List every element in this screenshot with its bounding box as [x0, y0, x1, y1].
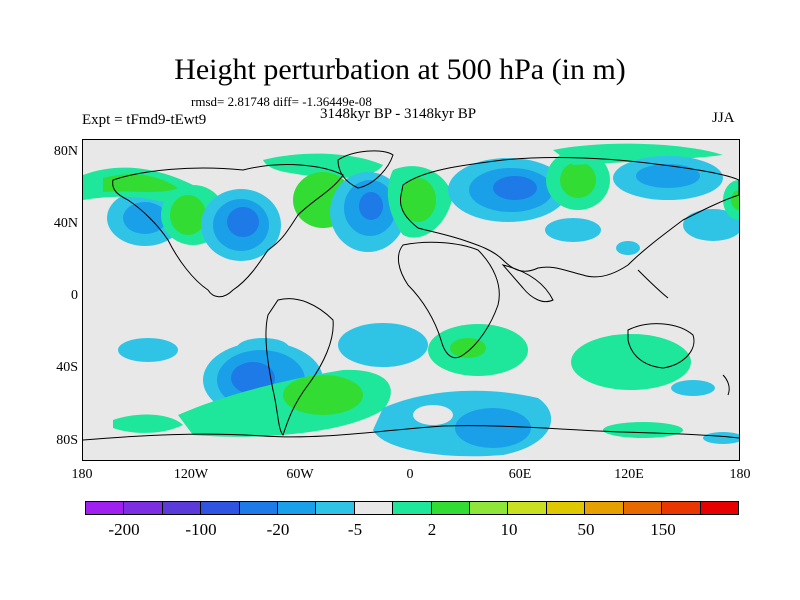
x-tick-60e: 60E [508, 467, 532, 482]
colorbar-swatch [585, 502, 624, 514]
y-tick-0: 0 [71, 288, 78, 303]
colorbar [85, 501, 739, 515]
colorbar-swatch [162, 502, 202, 514]
map-title: Height perturbation at 500 hPa (in m) [174, 53, 626, 86]
colorbar-swatch [354, 502, 394, 514]
colorbar-swatch [278, 502, 317, 514]
x-tick-180w: 180 [71, 467, 93, 482]
colorbar-swatch [124, 502, 163, 514]
colorbar-label: -200 [108, 520, 140, 539]
colorbar-swatch [393, 502, 432, 514]
colorbar-swatch [623, 502, 663, 514]
colorbar-swatch [546, 502, 586, 514]
contour-map [83, 143, 739, 457]
colorbar-swatch [700, 502, 738, 514]
colorbar-label: 10 [500, 520, 518, 539]
colorbar-label: 150 [650, 520, 676, 539]
colorbar-swatch [508, 502, 547, 514]
y-tick-80n: 80N [53, 144, 78, 159]
colorbar-swatch [86, 502, 125, 514]
experiment-label: Expt = tFmd9-tEwt9 [82, 112, 207, 128]
x-tick-120e: 120E [614, 467, 644, 482]
coastlines [83, 150, 739, 441]
rmsd-stats: rmsd= 2.81748 diff= -1.36449e-08 [191, 94, 372, 109]
season-label: JJA [712, 110, 735, 126]
colorbar-swatch [239, 502, 279, 514]
anomaly-fields [83, 143, 739, 457]
x-tick-60w: 60W [286, 467, 314, 482]
colorbar-swatch [662, 502, 701, 514]
colorbar-swatch [431, 502, 471, 514]
colorbar-label: -5 [347, 520, 363, 539]
y-tick-40s: 40S [56, 360, 78, 375]
colorbar-swatch [201, 502, 240, 514]
colorbar-label: -100 [185, 520, 217, 539]
x-tick-180e: 180 [729, 467, 751, 482]
y-tick-40n: 40N [53, 216, 78, 231]
y-tick-80s: 80S [56, 433, 78, 448]
colorbar-label: 50 [577, 520, 595, 539]
period-label: 3148kyr BP - 3148kyr BP [320, 106, 477, 122]
x-tick-0: 0 [406, 467, 414, 482]
colorbar-swatch [470, 502, 509, 514]
map-panel [82, 139, 740, 461]
x-tick-120w: 120W [173, 467, 209, 482]
colorbar-label: -20 [266, 520, 290, 539]
colorbar-swatch [316, 502, 355, 514]
colorbar-label: 2 [427, 520, 437, 539]
